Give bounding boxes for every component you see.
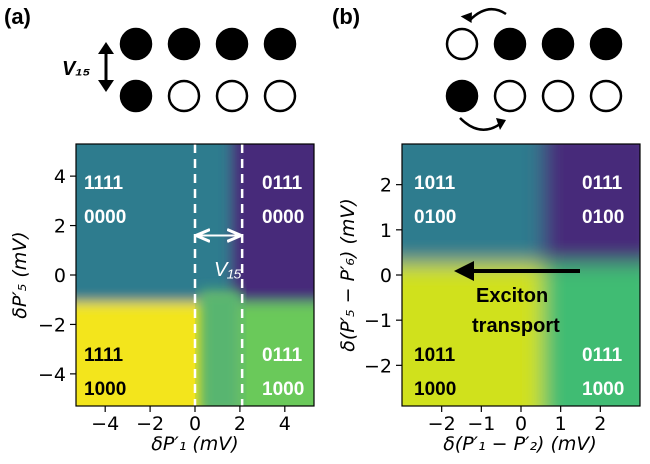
axes-a: −4 −2 0 2 4 −4 −2 0 2 4: [38, 143, 315, 435]
a-ytick: 2: [54, 216, 66, 238]
coupling-arrow-a: [98, 42, 114, 92]
dot-b-top-row-dot-2: [493, 27, 527, 61]
a-state-4-bottom: 1000: [262, 379, 304, 400]
a-xtick: 0: [189, 413, 201, 435]
b-state-3-bottom: 1000: [414, 379, 456, 400]
b-state-1-bottom: 0100: [414, 207, 456, 228]
b-xtick: −1: [467, 413, 495, 435]
overlay-a: 1111 0000 0111 0000 1111 1000 0111 1000: [84, 144, 304, 406]
ylabel-a: δP′₅ (mV): [9, 231, 31, 318]
panel-b-label: (b): [332, 4, 360, 29]
dot-a-top-row-dot-4: [263, 27, 297, 61]
a-xtick: 2: [234, 413, 246, 435]
b-state-2-bottom: 0100: [582, 207, 624, 228]
b-ytick: −2: [364, 355, 392, 377]
heatmap-b-region-3: [402, 263, 543, 406]
exciton-label-line1: Exciton: [476, 285, 548, 307]
dot-a-top-row-dot-1: [119, 27, 153, 61]
ylabel-b: δ(P′₅ − P′₆) (mV): [337, 198, 359, 352]
heatmap-b-region-2: [542, 144, 640, 264]
b-ytick: −1: [364, 310, 392, 332]
b-xtick: 0: [515, 413, 527, 435]
exchange-arrow-top: [460, 7, 507, 24]
b-state-4-bottom: 1000: [582, 379, 624, 400]
b-state-1-top: 1011: [414, 173, 456, 194]
dot-b-bottom-row-dot-2: [493, 79, 527, 113]
dot-array-a: [119, 27, 297, 113]
a-state-3-bottom: 1000: [84, 379, 126, 400]
dot-b-bottom-row-dot-1: [445, 79, 479, 113]
dot-b-top-row-dot-3: [541, 27, 575, 61]
exciton-label-line2: transport: [472, 315, 560, 337]
a-ytick: 4: [54, 166, 66, 188]
dot-a-bottom-row-dot-4: [263, 79, 297, 113]
a-ytick: 0: [54, 265, 66, 287]
dot-a-top-row-dot-3: [215, 27, 249, 61]
heatmap-b: [402, 144, 640, 406]
a-ytick: −2: [38, 314, 66, 336]
dot-a-bottom-row-dot-2: [167, 79, 201, 113]
b-xtick: 1: [555, 413, 567, 435]
dot-a-bottom-row-dot-3: [215, 79, 249, 113]
a-xtick: 4: [279, 413, 291, 435]
dot-a-bottom-row-dot-1: [119, 79, 153, 113]
b-ytick: 0: [380, 265, 392, 287]
gap-label-a: V₁₅: [214, 259, 242, 281]
dot-b-bottom-row-dot-3: [541, 79, 575, 113]
heatmap-a-region-2: [230, 144, 314, 303]
heatmap-a-region-1: [76, 144, 231, 303]
axes-b: −2 −1 0 1 2 −2 −1 0 1 2: [364, 143, 641, 435]
a-xtick: −4: [91, 413, 119, 435]
b-xtick: 2: [594, 413, 606, 435]
xlabel-b: δ(P′₁ − P′₂) (mV): [443, 433, 597, 455]
heatmap-b-region-1: [402, 144, 543, 264]
a-state-1-bottom: 0000: [84, 207, 126, 228]
heatmap-a: [76, 144, 314, 406]
overlay-b: 1011 0100 0111 0100 1011 1000 0111 1000: [414, 173, 624, 400]
b-xtick: −2: [428, 413, 456, 435]
heatmap-a-transition: [199, 289, 243, 406]
dot-array-b: [445, 27, 623, 113]
a-state-2-top: 0111: [262, 173, 303, 194]
dot-b-top-row-dot-4: [589, 27, 623, 61]
exchange-arrow-bottom: [459, 117, 506, 131]
dot-b-bottom-row-dot-4: [589, 79, 623, 113]
heatmap-a-region-4: [230, 302, 314, 406]
b-state-2-top: 0111: [582, 173, 623, 194]
b-state-3-top: 1011: [414, 345, 456, 366]
heatmap-b-region-4: [542, 263, 640, 406]
exciton-arrow: [454, 261, 580, 281]
dot-b-top-row-dot-1: [445, 27, 479, 61]
xlabel-a: δP′₁ (mV): [151, 433, 238, 455]
a-xtick: −2: [136, 413, 164, 435]
b-ytick: 1: [380, 220, 392, 242]
coupling-label-a: V₁₅: [62, 58, 90, 80]
b-state-4-top: 0111: [582, 345, 623, 366]
dot-a-top-row-dot-2: [167, 27, 201, 61]
a-ytick: −4: [38, 364, 66, 386]
panel-a-label: (a): [4, 4, 31, 29]
a-state-4-top: 0111: [262, 345, 303, 366]
a-state-1-top: 1111: [84, 173, 124, 194]
b-ytick: 2: [380, 175, 392, 197]
a-state-2-bottom: 0000: [262, 207, 304, 228]
a-state-3-top: 1111: [84, 345, 124, 366]
